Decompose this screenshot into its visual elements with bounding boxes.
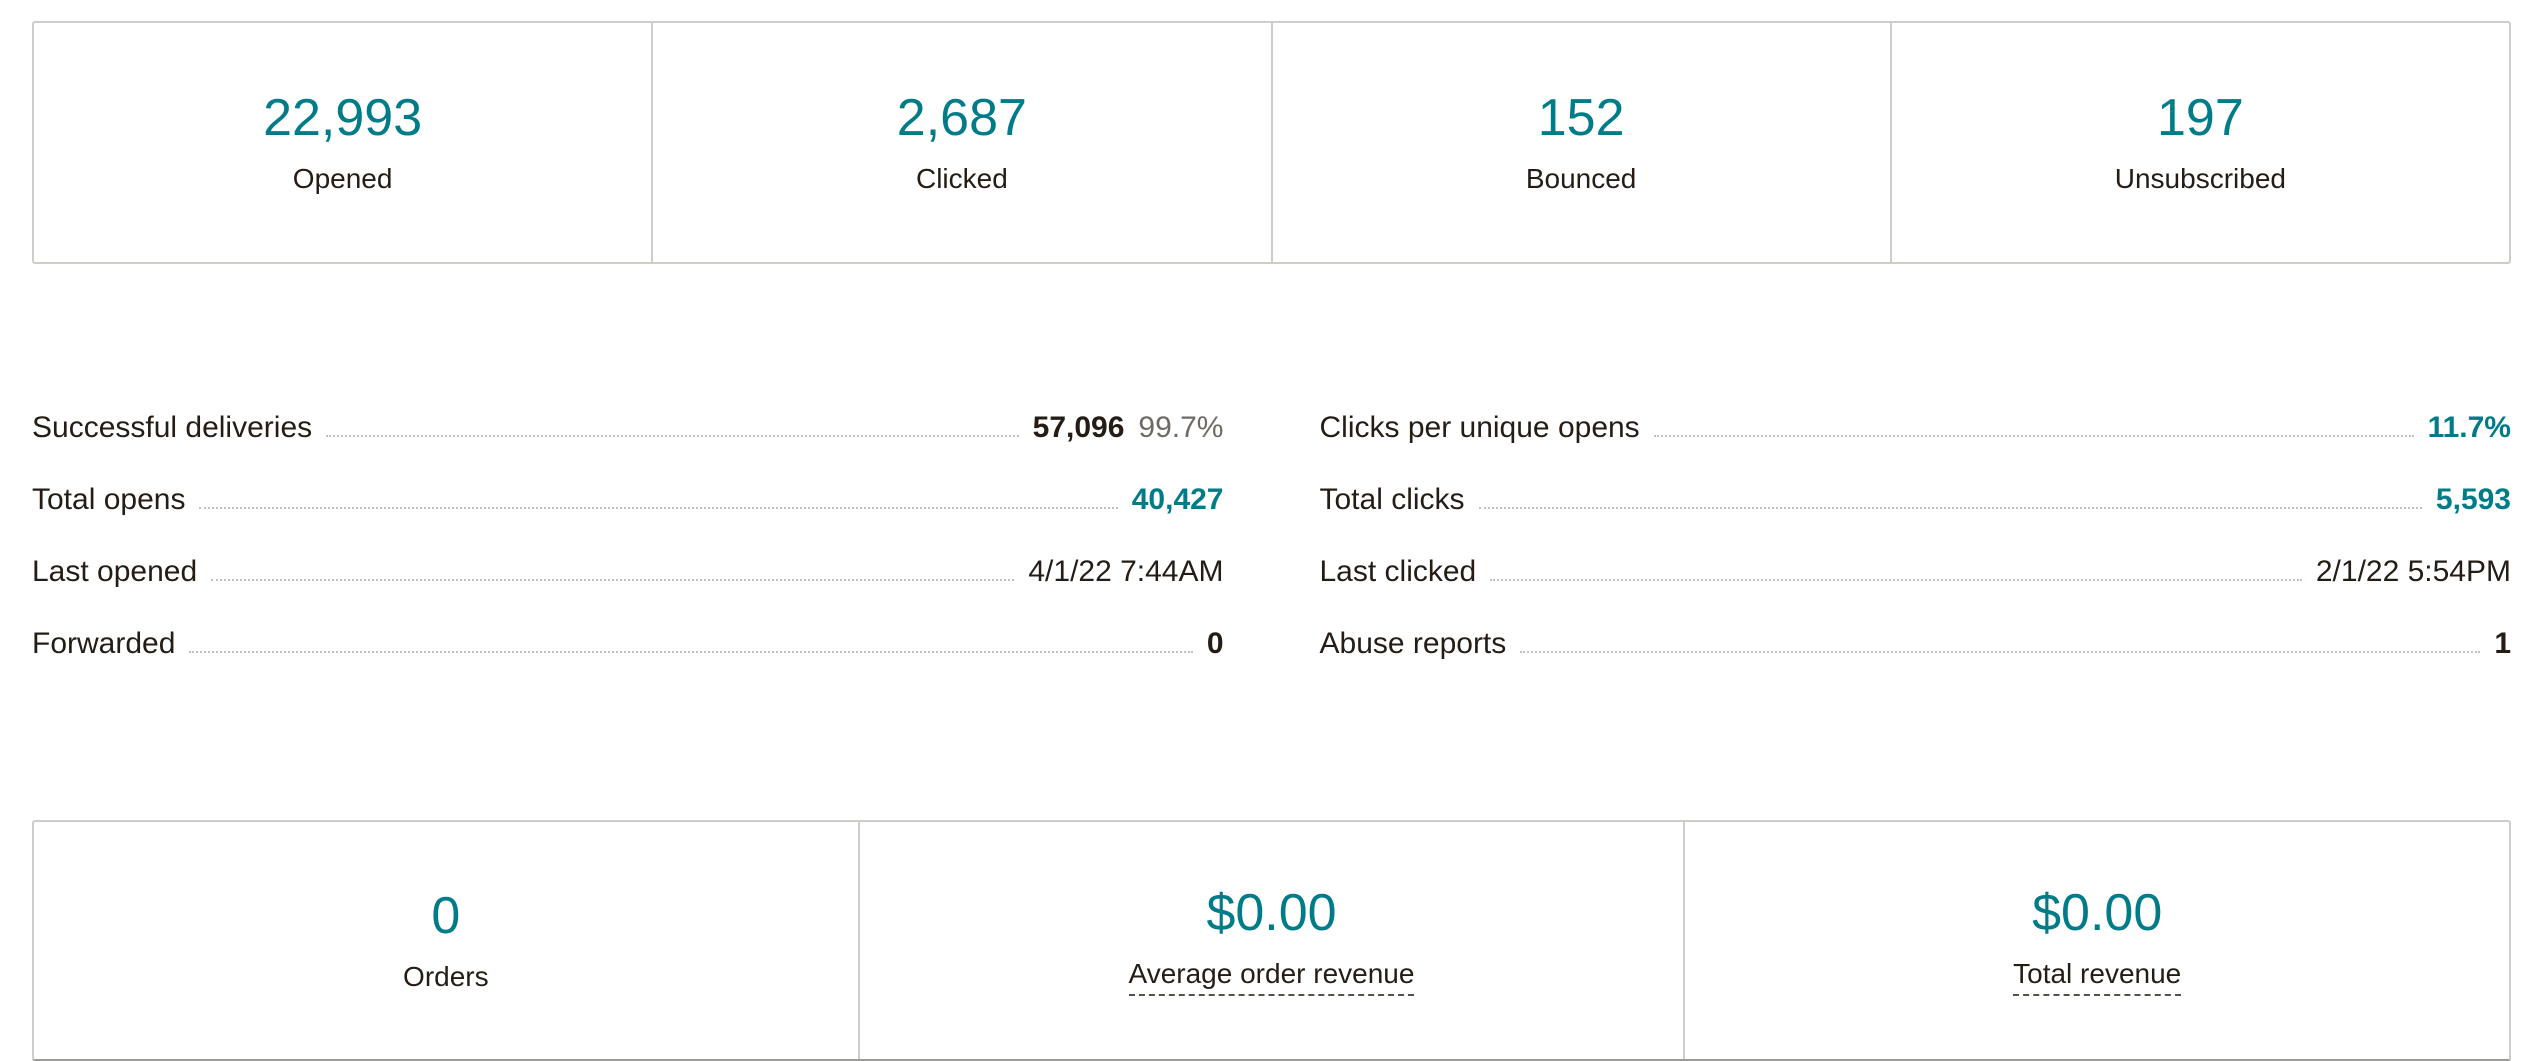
dotted-leader xyxy=(199,501,1118,509)
stat-value: 57,096 99.7% xyxy=(1033,409,1224,447)
unsubscribed-count[interactable]: 197 xyxy=(2156,88,2244,147)
stat-label: Successful deliveries xyxy=(32,411,313,444)
dotted-leader xyxy=(1490,573,2302,581)
average-order-revenue-label[interactable]: Average order revenue xyxy=(1128,958,1415,997)
stat-label: Forwarded xyxy=(32,627,176,660)
dotted-leader xyxy=(211,573,1015,581)
orders-label: Orders xyxy=(403,961,489,993)
detail-stats-left: Successful deliveries 57,096 99.7% Total … xyxy=(32,392,1224,680)
total-clicks-value[interactable]: 5,593 xyxy=(2435,483,2511,516)
average-order-revenue-card[interactable]: $0.00 Average order revenue xyxy=(857,822,1684,1059)
stat-label: Clicks per unique opens xyxy=(1319,411,1640,444)
last-clicked-row: Last clicked 2/1/22 5:54PM xyxy=(1320,536,2512,608)
orders-count[interactable]: 0 xyxy=(431,886,461,945)
clicked-count[interactable]: 2,687 xyxy=(896,88,1027,147)
successful-deliveries-row: Successful deliveries 57,096 99.7% xyxy=(32,392,1224,464)
last-opened-row: Last opened 4/1/22 7:44AM xyxy=(32,536,1224,608)
dotted-leader xyxy=(189,645,1193,653)
deliveries-percent: 99.7% xyxy=(1138,411,1224,444)
clicks-per-unique-opens-row: Clicks per unique opens 11.7% xyxy=(1320,392,2512,464)
forwarded-row: Forwarded 0 xyxy=(32,608,1224,680)
clicks-per-unique-opens-value[interactable]: 11.7% xyxy=(2427,411,2511,444)
detail-stats: Successful deliveries 57,096 99.7% Total … xyxy=(32,392,2511,680)
stat-label: Last opened xyxy=(32,555,198,588)
last-opened-value: 4/1/22 7:44AM xyxy=(1028,555,1224,588)
ecommerce-cards: 0 Orders $0.00 Average order revenue $0.… xyxy=(32,820,2511,1061)
stat-label: Last clicked xyxy=(1319,555,1477,588)
stat-label: Abuse reports xyxy=(1319,627,1507,660)
clicked-card[interactable]: 2,687 Clicked xyxy=(651,23,1270,262)
bounced-card[interactable]: 152 Bounced xyxy=(1270,23,1890,262)
bounced-label: Bounced xyxy=(1525,163,1637,195)
opened-card[interactable]: 22,993 Opened xyxy=(34,23,651,262)
unsubscribed-label: Unsubscribed xyxy=(2114,163,2286,195)
abuse-reports-value: 1 xyxy=(2494,627,2511,660)
abuse-reports-row: Abuse reports 1 xyxy=(1320,608,2512,680)
unsubscribed-card[interactable]: 197 Unsubscribed xyxy=(1889,23,2509,262)
total-revenue-value[interactable]: $0.00 xyxy=(2032,883,2163,942)
deliveries-count: 57,096 xyxy=(1032,411,1125,444)
dotted-leader xyxy=(326,429,1019,437)
stat-label: Total clicks xyxy=(1319,483,1465,516)
forwarded-value: 0 xyxy=(1206,627,1224,660)
bounced-count[interactable]: 152 xyxy=(1537,88,1625,147)
last-clicked-value: 2/1/22 5:54PM xyxy=(2315,555,2511,588)
detail-stats-right: Clicks per unique opens 11.7% Total clic… xyxy=(1320,392,2512,680)
total-opens-value[interactable]: 40,427 xyxy=(1131,483,1224,516)
clicked-label: Clicked xyxy=(915,163,1008,195)
dotted-leader xyxy=(1653,429,2414,437)
total-clicks-row: Total clicks 5,593 xyxy=(1320,464,2512,536)
total-opens-row: Total opens 40,427 xyxy=(32,464,1224,536)
orders-card[interactable]: 0 Orders xyxy=(34,822,858,1059)
total-revenue-label[interactable]: Total revenue xyxy=(2013,958,2182,997)
average-order-revenue-value[interactable]: $0.00 xyxy=(1206,883,1337,942)
total-revenue-card[interactable]: $0.00 Total revenue xyxy=(1683,822,2509,1059)
dotted-leader xyxy=(1478,501,2422,509)
opened-count[interactable]: 22,993 xyxy=(263,88,423,147)
stat-label: Total opens xyxy=(32,483,186,516)
dotted-leader xyxy=(1520,645,2481,653)
summary-cards: 22,993 Opened 2,687 Clicked 152 Bounced … xyxy=(32,21,2511,264)
opened-label: Opened xyxy=(292,163,393,195)
